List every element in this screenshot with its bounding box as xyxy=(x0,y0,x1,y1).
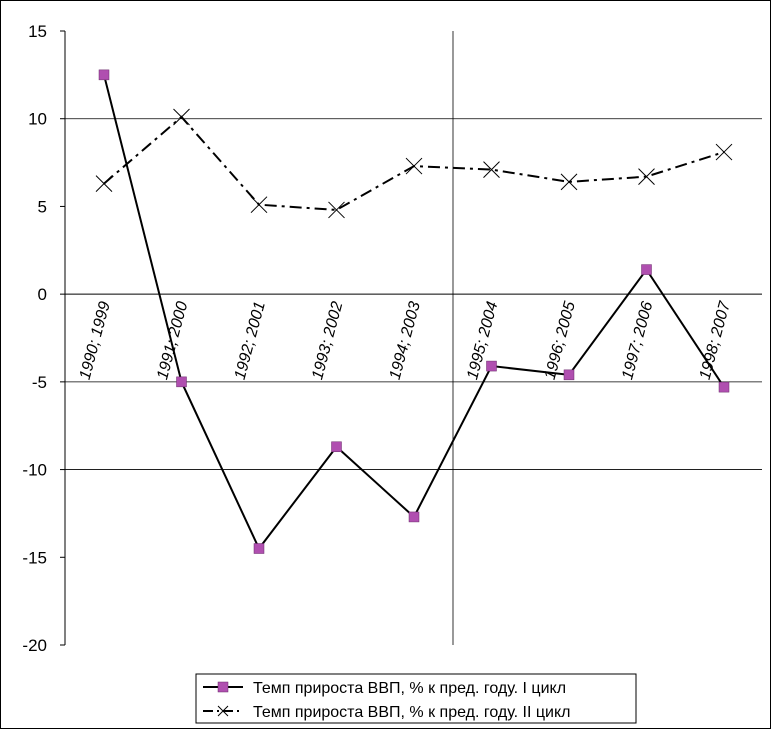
point-marker-square xyxy=(718,381,730,393)
legend-marker-square xyxy=(217,681,229,693)
axes xyxy=(60,30,762,646)
point-marker-x xyxy=(638,168,655,185)
series-markers xyxy=(95,69,733,554)
point-marker-square xyxy=(641,264,652,275)
y-tick-label: 5 xyxy=(38,197,47,216)
point-marker-x xyxy=(405,157,423,175)
point-marker-x xyxy=(173,108,190,126)
legend-label-series-1: Темп прироста ВВП, % к пред. году. I цик… xyxy=(253,680,566,697)
point-marker-x xyxy=(95,175,113,192)
point-marker-x xyxy=(250,196,268,214)
point-marker-square xyxy=(486,360,497,372)
point-marker-square xyxy=(408,511,420,523)
y-tick-label: -20 xyxy=(22,636,47,655)
point-marker-square xyxy=(563,369,575,381)
point-marker-square xyxy=(176,376,187,388)
point-marker-x xyxy=(328,201,345,219)
y-tick-label: -15 xyxy=(22,548,47,567)
legend: Темп прироста ВВП, % к пред. году. I цик… xyxy=(195,673,637,724)
y-tick-label: -5 xyxy=(32,373,47,392)
legend-label-series-2: Темп прироста ВВП, % к пред. году. II ци… xyxy=(253,704,570,721)
y-tick-label: 10 xyxy=(28,110,47,129)
point-marker-square xyxy=(331,441,342,453)
y-tick-label: 15 xyxy=(28,22,47,41)
y-tick-label: 0 xyxy=(38,285,47,304)
legend-box xyxy=(195,673,637,724)
point-marker-square xyxy=(98,69,110,81)
legend-marker-x xyxy=(217,705,229,717)
y-tick-labels: 15 10 5 0 -5 -10 -15 -20 xyxy=(22,22,47,655)
y-tick-label: -10 xyxy=(22,461,47,480)
point-marker-x xyxy=(483,161,500,178)
point-marker-x xyxy=(715,143,733,161)
point-marker-square xyxy=(253,543,265,554)
point-marker-x xyxy=(560,173,578,191)
